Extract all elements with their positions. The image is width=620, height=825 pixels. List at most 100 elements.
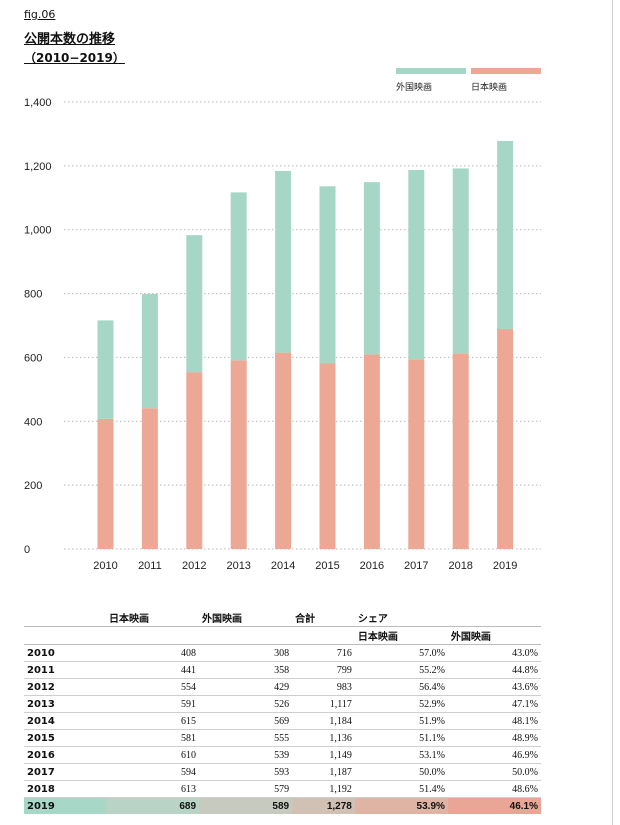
legend-label-foreign: 外国映画 (396, 83, 433, 93)
cell-japanese: 610 (106, 746, 200, 764)
y-tick-label: 400 (24, 416, 42, 428)
subheader-empty (199, 626, 293, 645)
x-tick-label: 2016 (360, 560, 384, 572)
cell-year: 2015 (24, 729, 106, 747)
cell-share-foreign: 43.6% (447, 678, 541, 696)
table-subheader-row: 日本映画 外国映画 (24, 626, 541, 645)
cell-japanese: 594 (106, 763, 200, 781)
cell-year: 2011 (24, 661, 106, 679)
bar-foreign-2016 (363, 182, 380, 355)
cell-total: 1,117 (292, 695, 355, 713)
bar-japanese-2016 (363, 354, 380, 549)
cell-foreign: 308 (199, 644, 293, 662)
y-tick-label: 600 (24, 352, 42, 364)
bar-japanese-2018 (452, 353, 469, 549)
subheader-empty (292, 626, 355, 645)
cell-share-foreign: 48.6% (447, 780, 541, 798)
cell-share-foreign: 47.1% (447, 695, 541, 713)
header-total: 合計 (292, 609, 355, 627)
cell-foreign: 569 (199, 712, 293, 730)
cell-share-foreign: 46.1% (447, 797, 541, 814)
figure-label: fig.06 (24, 8, 56, 21)
bar-japanese-2013 (230, 360, 247, 549)
cell-share-foreign: 50.0% (447, 763, 541, 781)
table-header-row: 日本映画 外国映画 合計 シェア (24, 609, 541, 627)
bar-foreign-2017 (408, 170, 425, 360)
cell-share-japanese: 50.0% (354, 763, 448, 781)
y-tick-label: 1,000 (24, 225, 52, 237)
cell-year: 2010 (24, 644, 106, 662)
bar-japanese-2019 (497, 329, 514, 549)
cell-year: 2012 (24, 678, 106, 696)
header-share: シェア (354, 609, 541, 627)
subheader-empty (106, 626, 200, 645)
cell-japanese: 591 (106, 695, 200, 713)
cell-foreign: 358 (199, 661, 293, 679)
cell-share-japanese: 51.9% (354, 712, 448, 730)
bar-foreign-2010 (97, 320, 114, 419)
cell-japanese: 581 (106, 729, 200, 747)
chart-subtitle: （2010−2019） (24, 51, 125, 65)
y-tick-label: 0 (24, 544, 30, 556)
bar-japanese-2012 (186, 372, 203, 549)
cell-share-japanese: 55.2% (354, 661, 448, 679)
legend-swatch-foreign (396, 68, 466, 74)
y-tick-label: 1,400 (24, 97, 52, 109)
cell-share-foreign: 48.1% (447, 712, 541, 730)
cell-japanese: 615 (106, 712, 200, 730)
header-japanese: 日本映画 (106, 609, 200, 627)
cell-japanese: 554 (106, 678, 200, 696)
subheader-share-foreign: 外国映画 (447, 626, 541, 645)
x-tick-label: 2011 (138, 560, 162, 572)
table-row: 2012 554 429 983 56.4% 43.6% (24, 678, 541, 696)
cell-total: 1,187 (292, 763, 355, 781)
x-tick-label: 2019 (493, 560, 517, 572)
cell-foreign: 526 (199, 695, 293, 713)
cell-share-japanese: 56.4% (354, 678, 448, 696)
cell-share-japanese: 53.1% (354, 746, 448, 764)
cell-foreign: 555 (199, 729, 293, 747)
cell-foreign: 589 (199, 797, 293, 814)
x-tick-label: 2010 (93, 560, 117, 572)
cell-japanese: 441 (106, 661, 200, 679)
cell-japanese: 408 (106, 644, 200, 662)
cell-foreign: 579 (199, 780, 293, 798)
x-tick-label: 2018 (448, 560, 472, 572)
bar-japanese-2011 (141, 408, 158, 549)
table-row: 2014 615 569 1,184 51.9% 48.1% (24, 712, 541, 730)
cell-share-japanese: 51.4% (354, 780, 448, 798)
bar-foreign-2011 (141, 293, 158, 409)
x-tick-label: 2013 (226, 560, 250, 572)
subheader-share-japanese: 日本映画 (354, 626, 448, 645)
cell-japanese: 613 (106, 780, 200, 798)
legend-item-foreign: 外国映画 (396, 68, 466, 93)
bar-foreign-2015 (319, 186, 336, 364)
bar-foreign-2012 (186, 235, 203, 373)
chart-title: 公開本数の推移 (24, 32, 116, 47)
bar-japanese-2014 (275, 352, 292, 549)
cell-year: 2019 (24, 797, 106, 814)
cell-share-japanese: 53.9% (354, 797, 448, 814)
page-edge-line (612, 0, 613, 825)
cell-foreign: 593 (199, 763, 293, 781)
cell-total: 1,192 (292, 780, 355, 798)
cell-share-foreign: 48.9% (447, 729, 541, 747)
cell-total: 983 (292, 678, 355, 696)
x-tick-label: 2014 (271, 560, 295, 572)
legend-label-japanese: 日本映画 (471, 83, 508, 93)
table-row: 2011 441 358 799 55.2% 44.8% (24, 661, 541, 679)
data-table: 日本映画 外国映画 合計 シェア 日本映画 外国映画 2010 408 308 716… (24, 609, 541, 814)
cell-share-foreign: 46.9% (447, 746, 541, 764)
bar-japanese-2017 (408, 359, 425, 549)
cell-share-foreign: 44.8% (447, 661, 541, 679)
cell-year: 2018 (24, 780, 106, 798)
x-tick-label: 2017 (404, 560, 428, 572)
cell-share-foreign: 43.0% (447, 644, 541, 662)
y-tick-label: 800 (24, 289, 42, 301)
y-tick-label: 1,200 (24, 161, 52, 173)
table-row: 2010 408 308 716 57.0% 43.0% (24, 644, 541, 662)
table-row: 2016 610 539 1,149 53.1% 46.9% (24, 746, 541, 764)
bar-foreign-2014 (275, 170, 292, 353)
cell-share-japanese: 51.1% (354, 729, 448, 747)
cell-total: 1,149 (292, 746, 355, 764)
